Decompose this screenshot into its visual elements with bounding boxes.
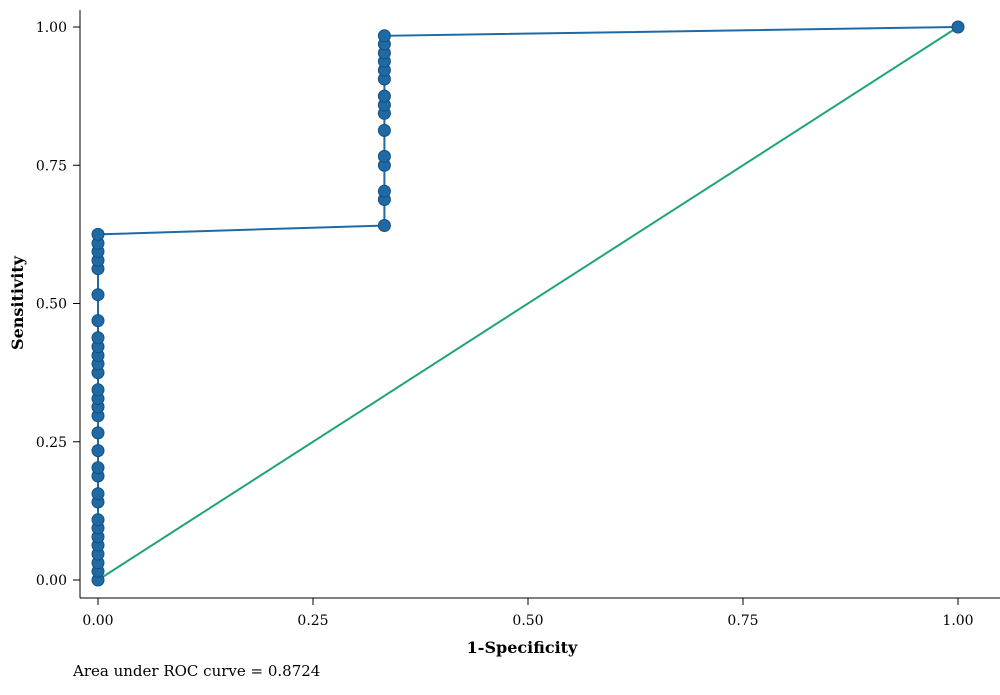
x-tick-label: 0.75 xyxy=(727,613,758,629)
roc-point xyxy=(91,426,105,440)
y-tick-label: 0.25 xyxy=(36,435,67,451)
roc-point xyxy=(91,288,105,302)
roc-point xyxy=(91,314,105,328)
axes: 0.00 0.25 0.50 0.75 1.00 0.00 0.25 0.50 0.75 1.00 xyxy=(36,10,1000,629)
x-tick-label: 1.00 xyxy=(942,613,973,629)
roc-point xyxy=(91,383,105,397)
roc-point xyxy=(377,184,391,198)
roc-point xyxy=(377,149,391,163)
auc-annotation: Area under ROC curve = 0.8724 xyxy=(73,662,321,680)
roc-point xyxy=(91,331,105,345)
roc-point xyxy=(377,123,391,137)
reference-line-layer xyxy=(97,26,959,581)
y-tick-label: 0.50 xyxy=(36,297,67,313)
x-tick-label: 0.50 xyxy=(512,613,543,629)
x-tick-label: 0.00 xyxy=(82,613,113,629)
roc-point xyxy=(377,219,391,232)
roc-point xyxy=(91,461,105,475)
roc-point xyxy=(377,29,391,43)
roc-point xyxy=(91,513,105,527)
roc-point xyxy=(91,227,105,241)
roc-point xyxy=(377,89,391,103)
x-tick-label: 0.25 xyxy=(297,613,328,629)
reference-line-line xyxy=(97,26,959,581)
roc-curve-layer xyxy=(91,20,965,587)
y-axis-title: Sensitivity xyxy=(8,255,27,350)
roc-point xyxy=(91,487,105,501)
y-tick-label: 0.75 xyxy=(36,158,67,174)
y-tick-label: 1.00 xyxy=(36,20,67,36)
roc-point xyxy=(951,20,965,34)
y-tick-label: 0.00 xyxy=(36,573,67,589)
roc-point xyxy=(91,444,105,458)
x-axis-title: 1-Specificity xyxy=(467,638,578,657)
